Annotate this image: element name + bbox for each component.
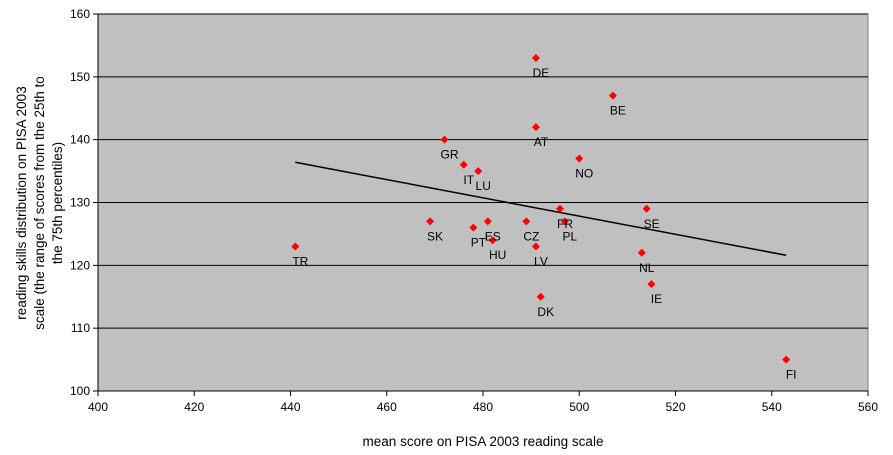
point-label-no: NO: [575, 167, 593, 181]
point-it: [459, 160, 468, 169]
point-label-at: AT: [534, 135, 549, 149]
point-fi: [782, 355, 791, 364]
point-pt: [469, 223, 478, 232]
data-points: [291, 53, 791, 364]
point-cz: [522, 217, 531, 226]
x-tick-label-480: 480: [473, 400, 493, 414]
point-label-se: SE: [644, 217, 660, 231]
point-label-pt: PT: [471, 236, 487, 250]
y-tick-label-130: 130: [70, 196, 90, 210]
y-tick-label-140: 140: [70, 133, 90, 147]
point-label-ie: IE: [651, 292, 662, 306]
point-label-fi: FI: [786, 368, 797, 382]
y-tick-label-150: 150: [70, 70, 90, 84]
point-label-be: BE: [610, 104, 626, 118]
trendline: [295, 161, 787, 257]
point-fr: [556, 204, 564, 213]
point-label-cz: CZ: [523, 229, 539, 243]
point-be: [608, 91, 617, 100]
y-tick-label-120: 120: [70, 258, 90, 272]
x-tick-label-520: 520: [665, 400, 685, 414]
point-gr: [440, 135, 449, 144]
point-es: [483, 217, 492, 226]
y-axis-title-line-1: reading skills distribution on PISA 2003: [14, 86, 29, 319]
trendline-layer: [295, 161, 787, 257]
gridlines: [98, 13, 868, 329]
point-lu: [474, 167, 483, 176]
point-label-nl: NL: [639, 261, 655, 275]
point-label-lu: LU: [476, 179, 491, 193]
y-tick-label-110: 110: [71, 321, 90, 335]
point-no: [575, 154, 584, 163]
point-label-sk: SK: [427, 229, 443, 243]
point-label-gr: GR: [441, 148, 459, 162]
point-label-it: IT: [463, 173, 474, 187]
point-label-es: ES: [485, 229, 501, 243]
point-ie: [647, 280, 656, 289]
x-tick-label-420: 420: [184, 400, 204, 414]
point-label-tr: TR: [292, 254, 308, 268]
x-tick-label-440: 440: [280, 400, 300, 414]
axes: 100 110 120 130 140 150 160 400 420 440 460 480 500 5…: [70, 7, 878, 414]
x-tick-label-400: 400: [88, 400, 108, 414]
point-pl: [560, 217, 569, 226]
point-label-fr: FR: [557, 217, 573, 231]
point-nl: [637, 248, 646, 257]
x-tick-label-540: 540: [762, 400, 782, 414]
point-hu: [488, 236, 497, 245]
y-axis-title-line-2: scale (the range of scores from the 25th…: [32, 76, 47, 330]
x-tick-label-560: 560: [858, 400, 878, 414]
point-at: [531, 123, 540, 132]
x-axis-title: mean score on PISA 2003 reading scale: [363, 434, 604, 449]
point-label-lv: LV: [534, 254, 548, 268]
point-label-dk: DK: [537, 305, 554, 319]
point-dk: [536, 292, 545, 301]
point-de: [531, 53, 540, 62]
y-axis-title-line-3: the 75th percentiles): [50, 142, 65, 264]
point-sk: [426, 217, 435, 226]
point-label-hu: HU: [489, 248, 506, 262]
point-lv: [531, 242, 540, 251]
y-tick-label-100: 100: [70, 384, 90, 398]
point-label-de: DE: [533, 66, 550, 80]
x-tick-label-500: 500: [569, 400, 589, 414]
point-se: [642, 204, 651, 213]
point-label-pl: PL: [562, 229, 577, 243]
x-tick-label-460: 460: [377, 400, 397, 414]
y-tick-label-160: 160: [70, 7, 90, 21]
point-tr: [291, 242, 300, 251]
